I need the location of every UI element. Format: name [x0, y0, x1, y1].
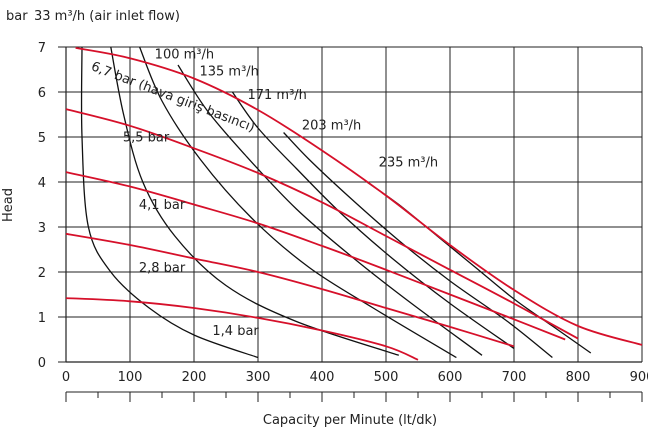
y-axis-ticks: 0 1 2 3 4 5 6 7 [38, 41, 66, 371]
x-tick-label: 800 [566, 370, 591, 385]
x-tick-label: 100 [118, 370, 143, 385]
y-tick-label: 6 [38, 86, 46, 101]
pressure-curves [65, 47, 643, 361]
y-tick-label: 2 [38, 266, 46, 281]
x-axis-label: Capacity per Minute (lt/dk) [263, 413, 437, 428]
pressure-curve [65, 171, 566, 341]
air-inlet-flow-note: 33 m³/h (air inlet flow) [34, 9, 180, 24]
curve-annotations: 100 m³/h 135 m³/h 171 m³/h 203 m³/h 235 m³/h… [123, 47, 438, 339]
curve-label: 235 m³/h [379, 155, 438, 170]
y-tick-label: 4 [38, 176, 46, 191]
y-tick-label: 1 [38, 311, 46, 326]
y-tick-label: 7 [38, 41, 46, 56]
curve-label: 171 m³/h [247, 88, 306, 103]
x-tick-label: 600 [438, 370, 463, 385]
pressure-curve [75, 47, 643, 346]
airflow-curve [231, 91, 515, 350]
airflow-curve [110, 46, 400, 356]
x-tick-label: 200 [182, 370, 207, 385]
y-tick-label: 5 [38, 131, 46, 146]
curve-label: 5,5 bar [123, 131, 170, 146]
pressure-curve [65, 232, 515, 348]
airflow-curve [177, 64, 483, 356]
curve-label: 135 m³/h [199, 64, 258, 79]
y-tick-label: 3 [38, 221, 46, 236]
y-axis-label: Head [1, 188, 16, 222]
pressure-curve [65, 108, 579, 340]
x-tick-label: 300 [246, 370, 271, 385]
airflow-curve [138, 46, 457, 359]
y-unit-label: bar [6, 9, 28, 24]
curve-label: 100 m³/h [155, 47, 214, 62]
curve-label: 4,1 bar [139, 198, 186, 213]
airflow-curve [80, 46, 259, 359]
x-tick-label: 700 [502, 370, 527, 385]
x-tick-label: 400 [310, 370, 335, 385]
pressure-curve [65, 297, 419, 361]
curve-label: 203 m³/h [302, 118, 361, 133]
x-tick-label: 500 [374, 370, 399, 385]
x-tick-label: 0 [62, 370, 70, 385]
x-axis-ticks: 0 100 200 300 400 500 600 700 800 900 [62, 370, 648, 402]
y-tick-label: 0 [38, 356, 46, 371]
x-tick-label: 900 [630, 370, 648, 385]
curve-label: 2,8 bar [139, 261, 186, 276]
curve-label: 1,4 bar [212, 324, 259, 339]
airflow-curve [283, 132, 553, 359]
